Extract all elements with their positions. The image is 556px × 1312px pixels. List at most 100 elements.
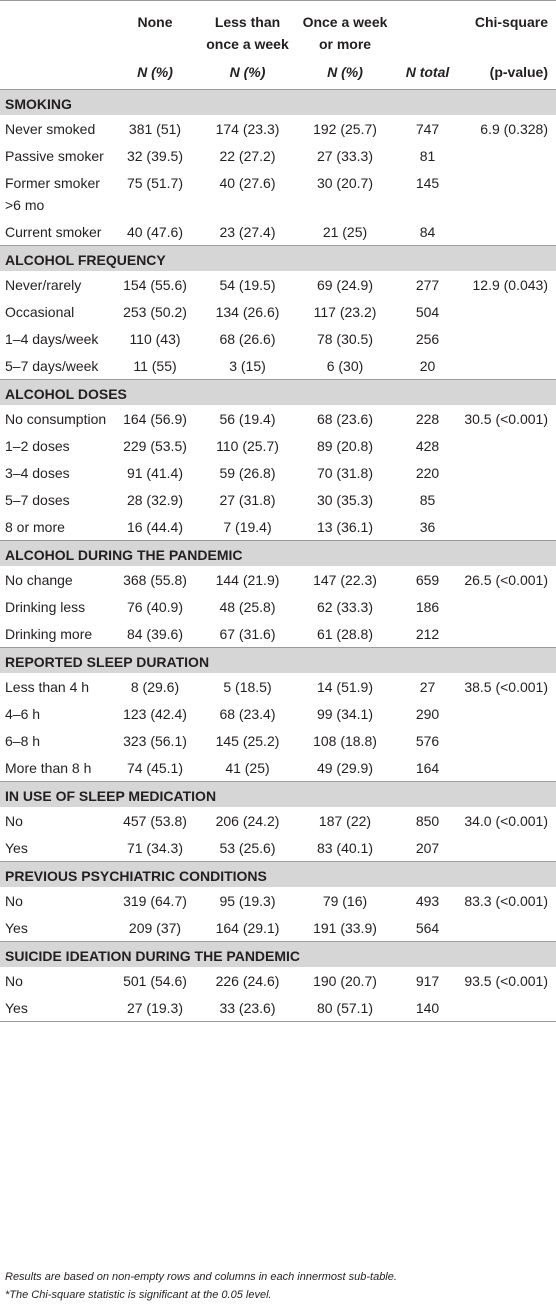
table-row: Former smoker >6 mo 75 (51.7) 40 (27.6) 30 … [0,169,556,218]
cell-chi [460,620,556,648]
cell-once: 13 (36.1) [316,519,374,535]
cell-none: 457 (53.8) [123,813,187,829]
header-less: Less than once a week [206,14,289,52]
data-table: None Less than once a week Once a week o… [0,3,556,1022]
cell-once: 187 (22) [318,813,372,829]
cell-none: 91 (41.4) [126,465,184,481]
cell-chi: 83.3 (<0.001) [464,893,548,909]
cell-once: 70 (31.8) [316,465,374,481]
cell-less: 164 (29.1) [215,920,280,936]
section-row: ALCOHOL DURING THE PANDEMIC [0,540,556,566]
cell-less: 54 (19.5) [219,277,276,293]
cell-once: 6 (30) [326,358,364,374]
cell-less: 206 (24.2) [215,813,280,829]
cell-once: 108 (18.8) [313,733,377,749]
cell-less: 41 (25) [225,760,270,776]
cell-less: 95 (19.3) [219,893,276,909]
cell-chi [460,593,556,620]
cell-chi [460,486,556,513]
cell-none: 123 (42.4) [123,706,187,722]
cell-once: 69 (24.9) [316,277,374,293]
cell-total: 212 [415,626,440,642]
table-row: 4–6 h 123 (42.4) 68 (23.4) 99 (34.1) 290 [0,700,556,727]
cell-total: 428 [415,438,440,454]
table-notes: Results are based on non-empty rows and … [5,1268,397,1304]
cell-less: 174 (23.3) [215,121,280,137]
table-row: No 319 (64.7) 95 (19.3) 79 (16) 493 83.3 (<0.… [0,887,556,914]
header-chi: Chi-square [474,14,548,30]
table-row: Never/rarely 154 (55.6) 54 (19.5) 69 (24.9)… [0,271,556,298]
cell-total: 36 [419,519,436,535]
cell-once: 30 (20.7) [316,175,374,191]
table-row: Less than 4 h 8 (29.6) 5 (18.5) 14 (51.9) 27… [0,673,556,700]
cell-chi: 12.9 (0.043) [472,277,549,293]
section-title: IN USE OF SLEEP MEDICATION [0,781,556,807]
cell-none: 75 (51.7) [126,175,184,191]
cell-once: 27 (33.3) [316,148,374,164]
cell-less: 144 (21.9) [215,572,280,588]
row-label: Never smoked [5,121,96,137]
cell-once: 78 (30.5) [316,331,374,347]
cell-once: 14 (51.9) [316,679,374,695]
cell-total: 220 [415,465,440,481]
table-row: No change 368 (55.8) 144 (21.9) 147 (22.3) 6… [0,566,556,593]
cell-less: 110 (25.7) [216,438,279,454]
cell-none: 74 (45.1) [126,760,184,776]
cell-chi [460,994,556,1021]
cell-none: 84 (39.6) [126,626,184,642]
row-label: 5–7 days/week [5,358,99,374]
cell-none: 11 (55) [133,358,177,374]
row-label: No consumption [5,411,107,427]
row-label: Former smoker >6 mo [5,175,100,213]
cell-less: 3 (15) [229,358,266,374]
cell-chi: 30.5 (<0.001) [464,411,548,427]
table-row: Yes 27 (19.3) 33 (23.6) 80 (57.1) 140 [0,994,556,1021]
cell-once: 30 (35.3) [316,492,374,508]
cell-chi: 6.9 (0.328) [480,121,548,137]
row-label: 6–8 h [5,733,41,749]
section-row: ALCOHOL FREQUENCY [0,245,556,271]
bottom-rule [0,1021,556,1022]
section-title: REPORTED SLEEP DURATION [0,647,556,673]
cell-total: 917 [415,973,440,989]
cell-chi [460,834,556,862]
row-label: No [5,973,23,989]
cell-less: 7 (19.4) [223,519,272,535]
cell-total: 145 [415,175,440,191]
cell-none: 501 (54.6) [123,973,187,989]
cell-none: 253 (50.2) [123,304,187,320]
cell-once: 79 (16) [322,893,368,909]
cell-total: 81 [419,148,436,164]
cell-once: 117 (23.2) [313,304,377,320]
cell-once: 80 (57.1) [316,1000,374,1016]
table-row: Yes 209 (37) 164 (29.1) 191 (33.9) 564 [0,914,556,942]
cell-none: 164 (56.9) [123,411,187,427]
cell-once: 191 (33.9) [313,920,377,936]
row-label: No [5,813,23,829]
cell-less: 134 (26.6) [215,304,280,320]
cell-less: 5 (18.5) [223,679,272,695]
cell-less: 68 (26.6) [219,331,276,347]
cell-none: 381 (51) [128,121,182,137]
cell-none: 16 (44.4) [126,519,184,535]
cell-total: 207 [415,840,440,856]
cell-total: 504 [415,304,440,320]
row-label: 8 or more [5,519,65,535]
subheader-less: N (%) [229,64,266,80]
note-line-1: Results are based on non-empty rows and … [5,1271,397,1283]
row-label: Never/rarely [5,277,82,293]
cell-chi [460,142,556,169]
header-total-empty [395,3,460,57]
cell-chi [460,325,556,352]
cell-less: 145 (25.2) [215,733,280,749]
cell-total: 256 [415,331,440,347]
cell-less: 22 (27.2) [219,148,276,164]
cell-less: 226 (24.6) [215,973,280,989]
table-row: Drinking more 84 (39.6) 67 (31.6) 61 (28.8)… [0,620,556,648]
row-label: Drinking less [5,599,86,615]
cell-total: 277 [415,277,440,293]
header-empty [0,3,110,57]
cell-less: 33 (23.6) [219,1000,276,1016]
cell-none: 110 (43) [129,331,181,347]
cell-less: 68 (23.4) [219,706,276,722]
